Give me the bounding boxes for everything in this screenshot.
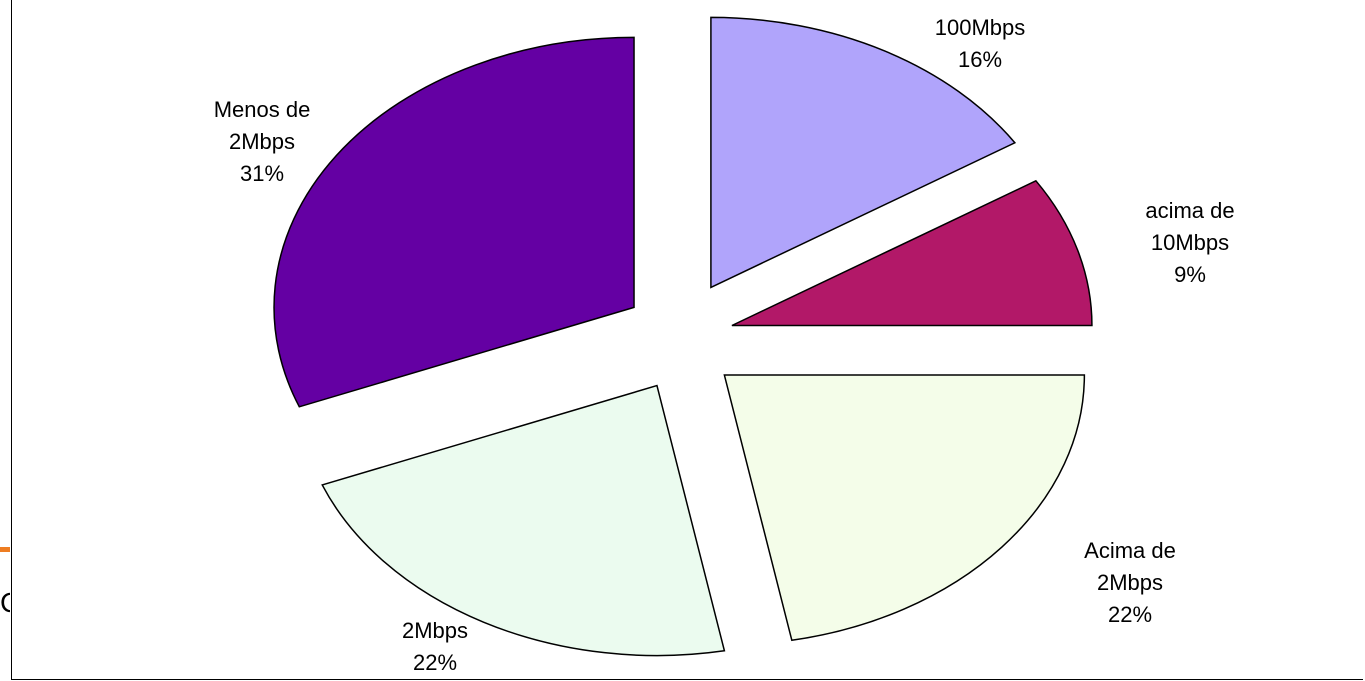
left-cropped-glyph: C — [0, 588, 10, 618]
slice-label: Acima de 2Mbps 22% — [1084, 538, 1176, 627]
pie-slice — [710, 16, 1017, 289]
pie-slice — [723, 374, 1086, 642]
slice-label: Menos de 2Mbps 31% — [214, 97, 311, 186]
slice-label: 2Mbps 22% — [402, 618, 468, 675]
pie-slice — [321, 384, 726, 657]
slice-label: acima de 10Mbps 9% — [1145, 198, 1234, 287]
slice-label: 100Mbps 16% — [935, 15, 1026, 72]
pie-slice — [273, 36, 635, 408]
chart-frame — [11, 0, 1363, 680]
left-accent-bar — [0, 547, 10, 552]
pie-slice — [731, 179, 1093, 327]
